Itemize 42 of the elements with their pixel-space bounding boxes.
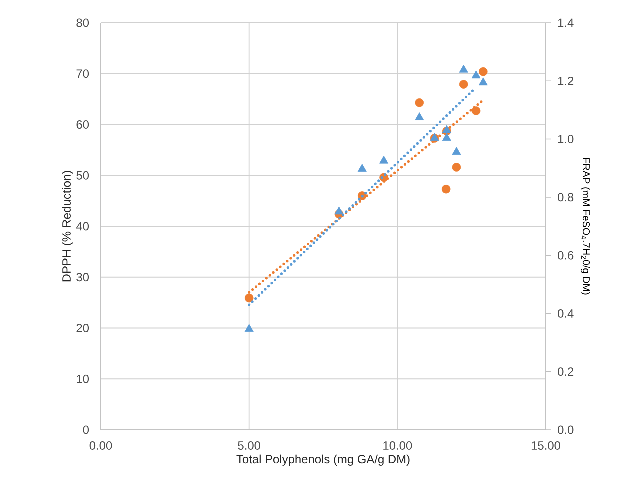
point (478, 78, 488, 86)
point (452, 163, 462, 172)
y-tick-label: 40 (76, 222, 90, 231)
point (452, 147, 462, 156)
point (415, 112, 424, 120)
x-tick-label: 15.00 (532, 442, 560, 450)
point (459, 64, 468, 73)
y-tick-label: 0 (83, 426, 90, 434)
x-tick-label: 5.00 (238, 442, 261, 450)
y2-tick-label: 0.8 (558, 193, 574, 202)
y-tick-label: 70 (76, 70, 90, 78)
y-tick-label: 60 (76, 120, 90, 129)
y-axis-title: DPPH (% Reduction) (62, 171, 74, 282)
x-tick-label: 10.00 (384, 442, 412, 450)
point (415, 98, 424, 108)
y2-tick-label: 1.4 (558, 18, 574, 28)
y2-tick-label: 0.4 (558, 309, 574, 318)
y-tick-label: 20 (76, 324, 90, 332)
y2-tick-label: 0.0 (558, 426, 574, 434)
point (472, 70, 481, 79)
y2-tick-label: 1.2 (558, 76, 574, 86)
point (358, 164, 367, 172)
point (479, 67, 488, 76)
point (442, 125, 452, 134)
y-tick-label: 80 (76, 18, 90, 28)
point (472, 106, 481, 116)
y2-axis-title: FRAP (mM FeSO$_{4}$.7H$_{2}$0/g DM) (580, 158, 590, 295)
point (442, 184, 451, 194)
point (244, 324, 254, 332)
point (334, 206, 344, 215)
y2-tick-label: 0.2 (558, 368, 574, 376)
y-tick-label: 30 (76, 273, 90, 282)
point (459, 80, 468, 89)
y-tick-label: 10 (77, 374, 90, 384)
point (380, 156, 389, 164)
y-tick-label: 50 (76, 171, 90, 180)
x-axis-title: Total Polyphenols (mg GA/g DM) (236, 454, 410, 466)
x-tick-label: 0.00 (90, 442, 112, 450)
y2-tick-label: 1.0 (558, 135, 574, 144)
point (244, 294, 254, 303)
point (442, 133, 452, 142)
y2-tick-label: 0.6 (558, 251, 574, 260)
